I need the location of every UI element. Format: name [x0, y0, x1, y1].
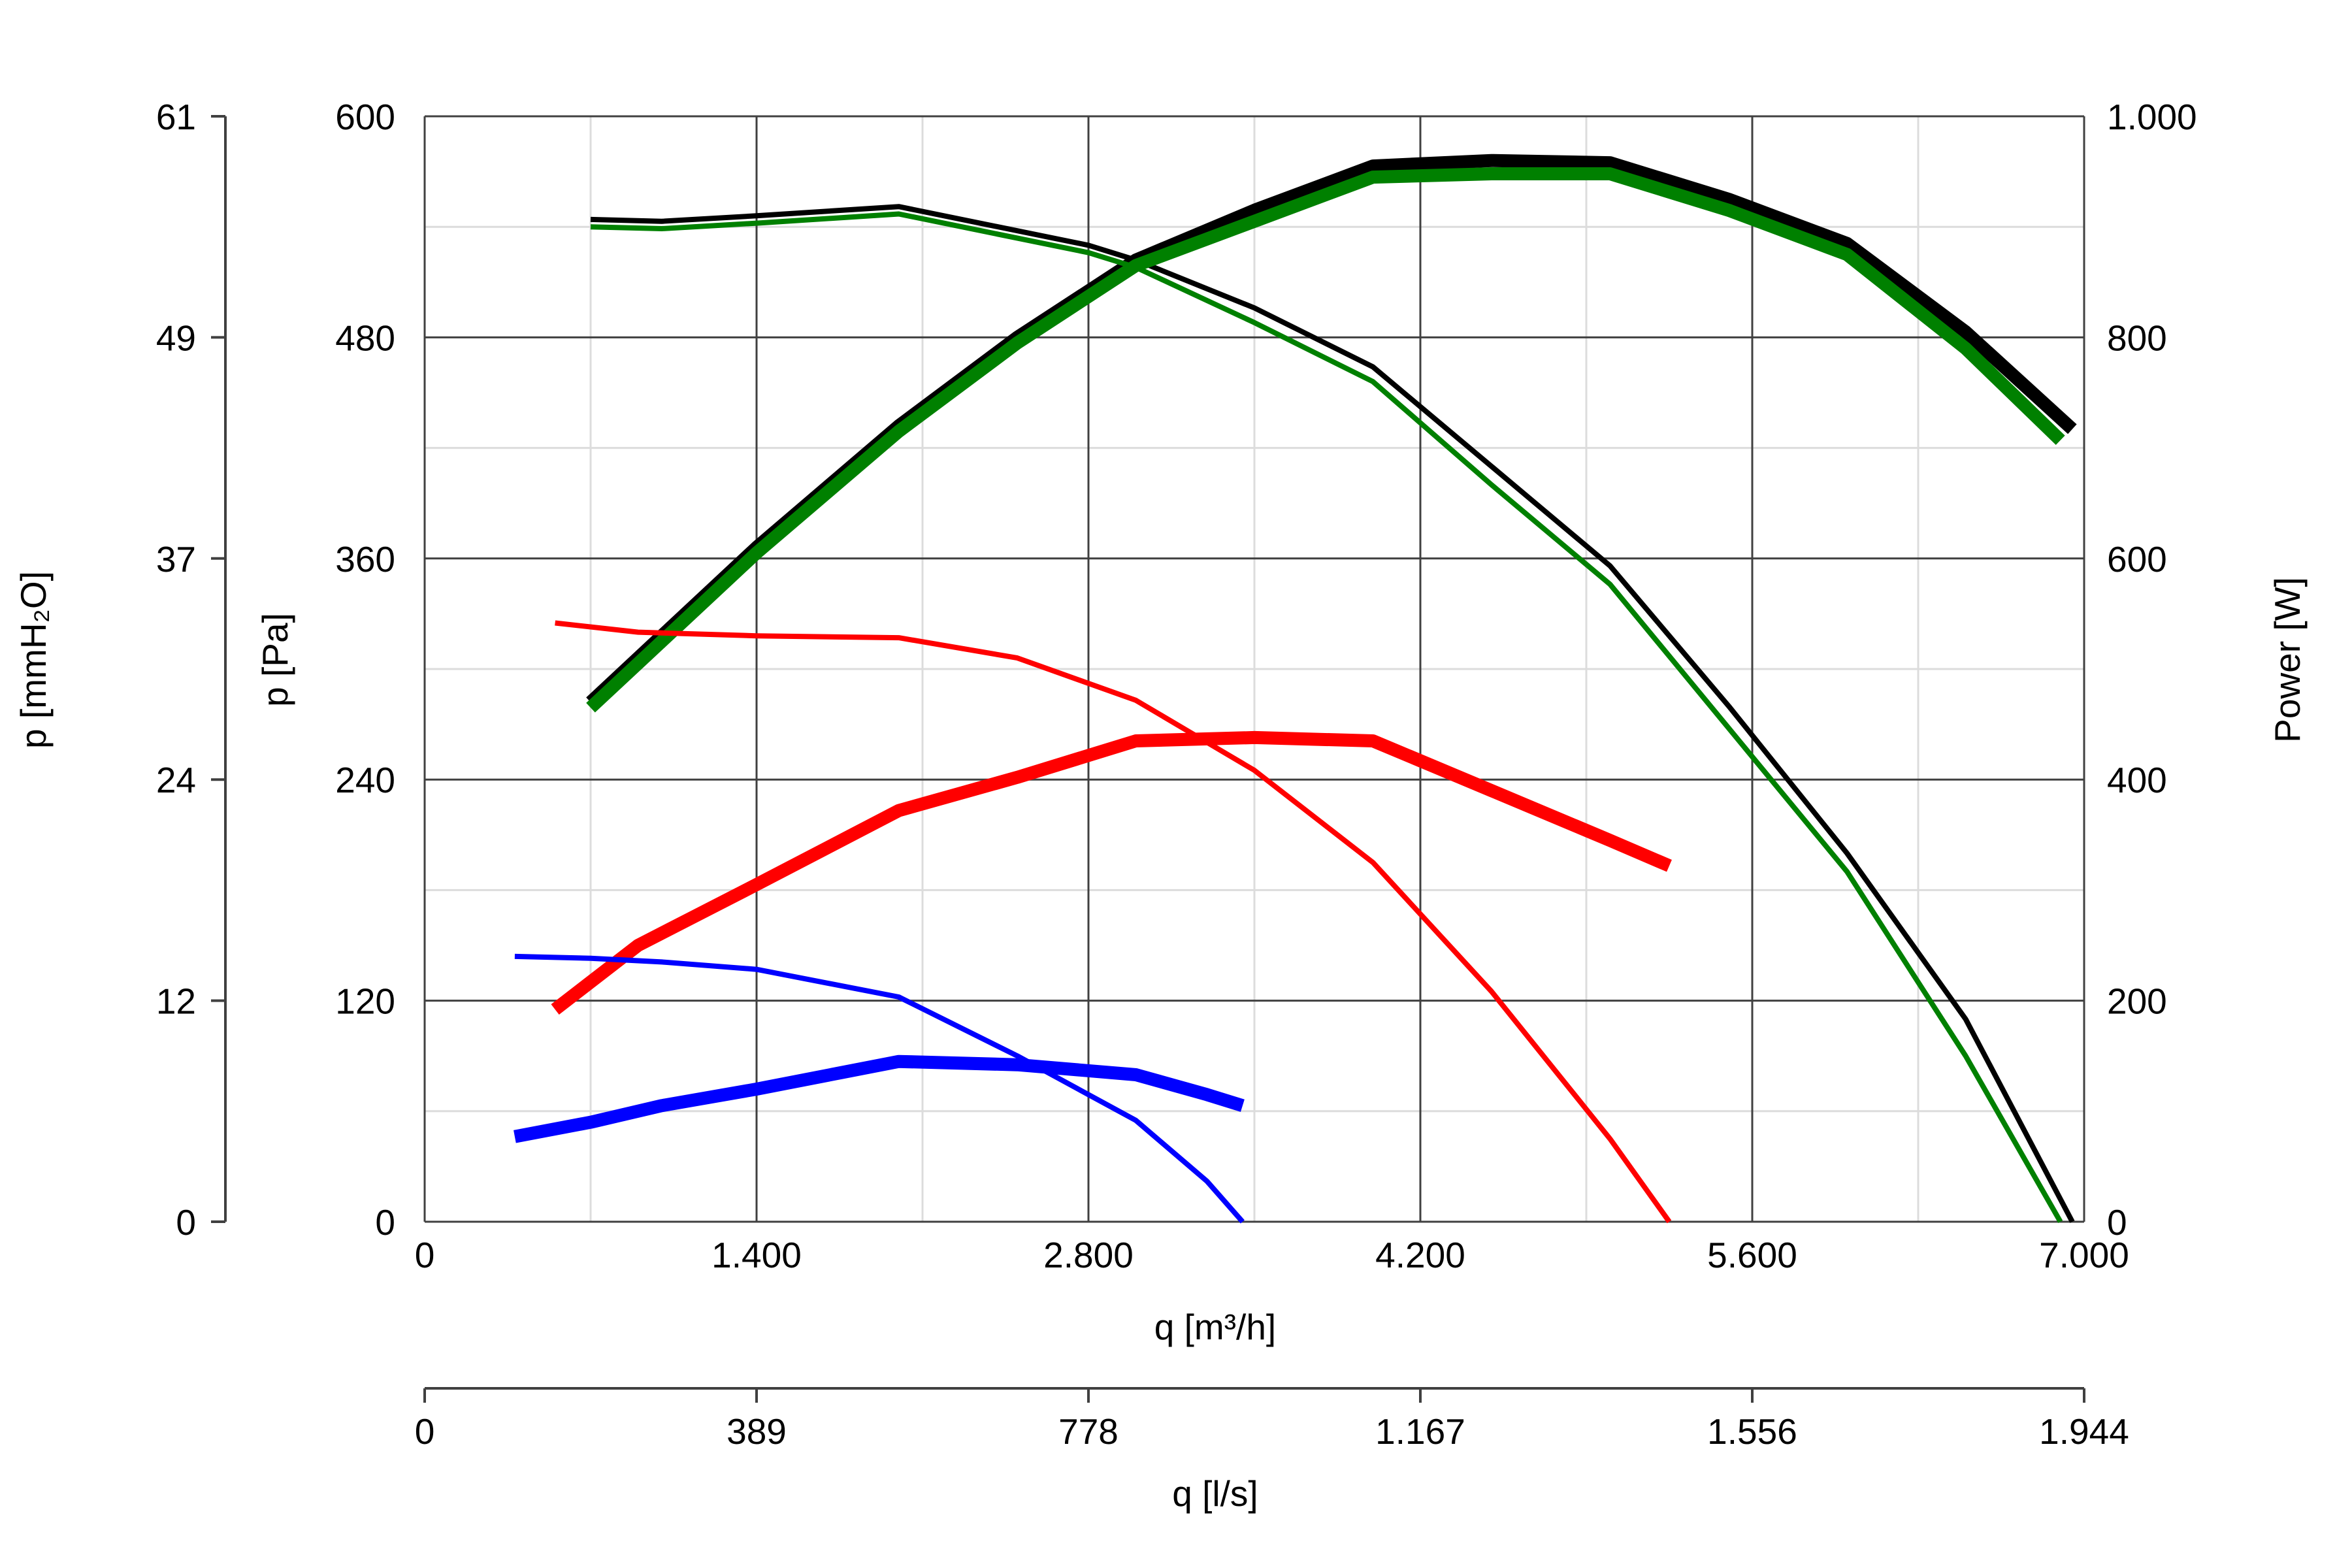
x-secondary-axis-title: q [l/s] [1172, 1473, 1258, 1514]
grid-major [423, 115, 2085, 1223]
y-left-tick-label: 0 [375, 1202, 395, 1243]
y-right-tick-label: 200 [2107, 981, 2167, 1022]
x-tick-label: 7.000 [2039, 1235, 2129, 1275]
y-left-outer-tick-label: 61 [156, 97, 196, 137]
x-secondary-tick-label: 0 [415, 1411, 435, 1452]
y-left-outer-axis-title: p [mmH₂O] [13, 571, 54, 749]
y-right-tick-label: 0 [2107, 1202, 2127, 1243]
x-secondary-tick-label: 1.556 [1707, 1411, 1797, 1452]
x-tick-label: 5.600 [1707, 1235, 1797, 1275]
axes [211, 115, 2085, 1403]
y-left-outer-tick-label: 12 [156, 981, 196, 1022]
x-tick-label: 4.200 [1375, 1235, 1465, 1275]
x-secondary-tick-label: 1.944 [2039, 1411, 2129, 1452]
series-pressure-blue [514, 953, 1245, 1224]
x-secondary-tick-label: 389 [727, 1411, 787, 1452]
series-power-blue [514, 1054, 1245, 1143]
y-right-tick-label: 1.000 [2107, 97, 2197, 137]
y-right-tick-label: 400 [2107, 760, 2167, 800]
series-layer [514, 154, 2077, 1224]
y-left-outer-tick-label: 24 [156, 760, 196, 800]
y-left-outer-tick-label: 0 [176, 1202, 196, 1243]
y-right-tick-label: 800 [2107, 318, 2167, 358]
y-left-tick-label: 480 [335, 318, 395, 358]
series-pressure-black [590, 204, 2075, 1223]
x-axis-title: q [m³/h] [1154, 1307, 1276, 1347]
x-tick-label: 1.400 [711, 1235, 802, 1275]
y-right-tick-label: 600 [2107, 539, 2167, 580]
series-power-red [551, 730, 1672, 1015]
series-power-green [586, 167, 2065, 713]
x-secondary-tick-label: 1.167 [1375, 1411, 1465, 1452]
grid-minor [425, 116, 2084, 1222]
y-left-tick-label: 600 [335, 97, 395, 137]
y-left-tick-label: 240 [335, 760, 395, 800]
x-secondary-tick-label: 778 [1058, 1411, 1119, 1452]
series-power-black [586, 154, 2077, 708]
y-left-outer-tick-label: 37 [156, 539, 196, 580]
y-left-axis-title: p [Pa] [255, 613, 295, 707]
x-tick-label: 2.800 [1043, 1235, 1134, 1275]
y-left-tick-label: 360 [335, 539, 395, 580]
y-right-axis-title: Power [W] [2267, 577, 2308, 743]
x-tick-label: 0 [415, 1235, 435, 1275]
series-pressure-red [555, 620, 1672, 1224]
y-left-tick-label: 120 [335, 981, 395, 1022]
series-pressure-green [590, 211, 2063, 1223]
y-left-outer-tick-label: 49 [156, 318, 196, 358]
